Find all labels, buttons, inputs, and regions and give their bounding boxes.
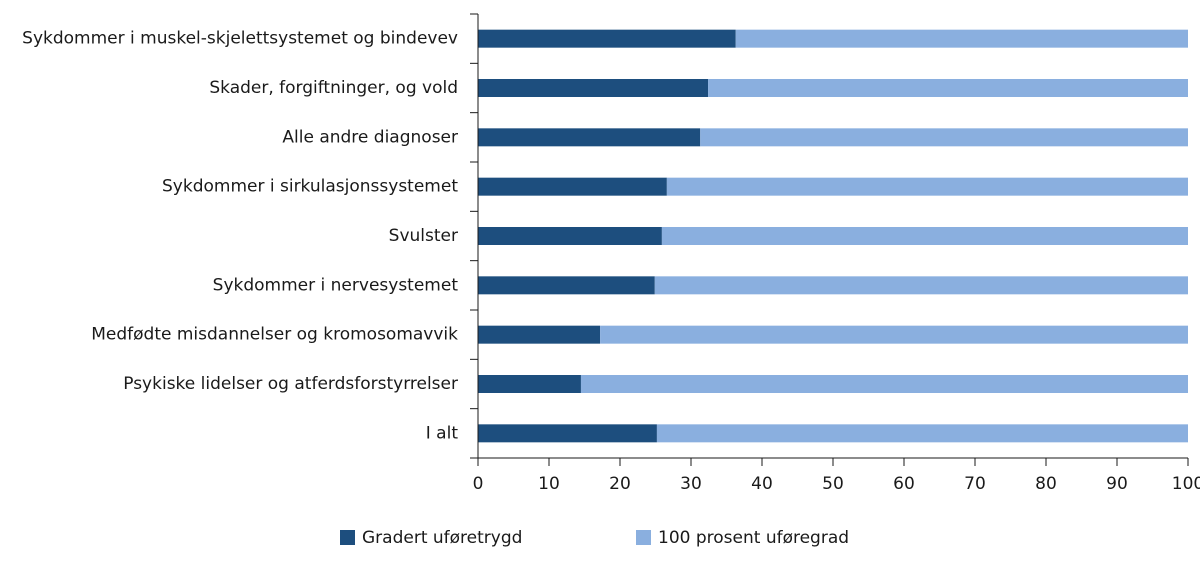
bar-segment — [661, 227, 1188, 245]
legend-label: Gradert uføretrygd — [362, 528, 522, 548]
bar-segment — [478, 79, 709, 97]
legend-swatch — [340, 530, 355, 545]
x-tick-label: 60 — [893, 474, 915, 494]
x-tick-label: 0 — [473, 474, 484, 494]
bar-segment — [478, 177, 667, 196]
x-tick-label: 10 — [538, 474, 560, 494]
bar-segment — [478, 375, 581, 393]
bar-segment — [735, 29, 1188, 48]
bar-segment — [478, 227, 662, 245]
y-tick-label: Sykdommer i nervesystemet — [213, 275, 459, 295]
bar-segment — [478, 325, 601, 344]
legend-label: 100 prosent uføregrad — [658, 528, 849, 548]
x-tick-label: 40 — [751, 474, 773, 494]
bar-segment — [654, 276, 1188, 295]
y-tick-label: Psykiske lidelser og atferdsforstyrrelse… — [123, 374, 458, 394]
bar-segment — [708, 79, 1188, 97]
bar-segment — [656, 424, 1188, 443]
x-tick-label: 100 — [1172, 474, 1200, 494]
bar-segment — [478, 424, 657, 443]
x-tick-label: 90 — [1106, 474, 1128, 494]
bar-segment — [700, 128, 1188, 147]
y-tick-label: Sykdommer i muskel-skjelettsystemet og b… — [22, 29, 458, 49]
y-tick-label: I alt — [426, 423, 459, 443]
x-tick-label: 30 — [680, 474, 702, 494]
bar-segment — [666, 177, 1188, 196]
legend-swatch — [636, 530, 651, 545]
y-tick-label: Sykdommer i sirkulasjonssystemet — [162, 177, 458, 197]
x-tick-label: 20 — [609, 474, 631, 494]
bar-segment — [478, 128, 701, 147]
y-tick-label: Medfødte misdannelser og kromosomavvik — [91, 325, 458, 345]
y-tick-label: Skader, forgiftninger, og vold — [209, 78, 458, 98]
y-tick-label: Alle andre diagnoser — [282, 127, 458, 147]
x-tick-label: 50 — [822, 474, 844, 494]
y-tick-label: Svulster — [389, 226, 458, 246]
bar-segment — [600, 325, 1188, 344]
x-tick-label: 70 — [964, 474, 986, 494]
bar-segment — [580, 375, 1188, 393]
x-tick-label: 80 — [1035, 474, 1057, 494]
bar-segment — [478, 29, 736, 48]
bar-segment — [478, 276, 655, 295]
